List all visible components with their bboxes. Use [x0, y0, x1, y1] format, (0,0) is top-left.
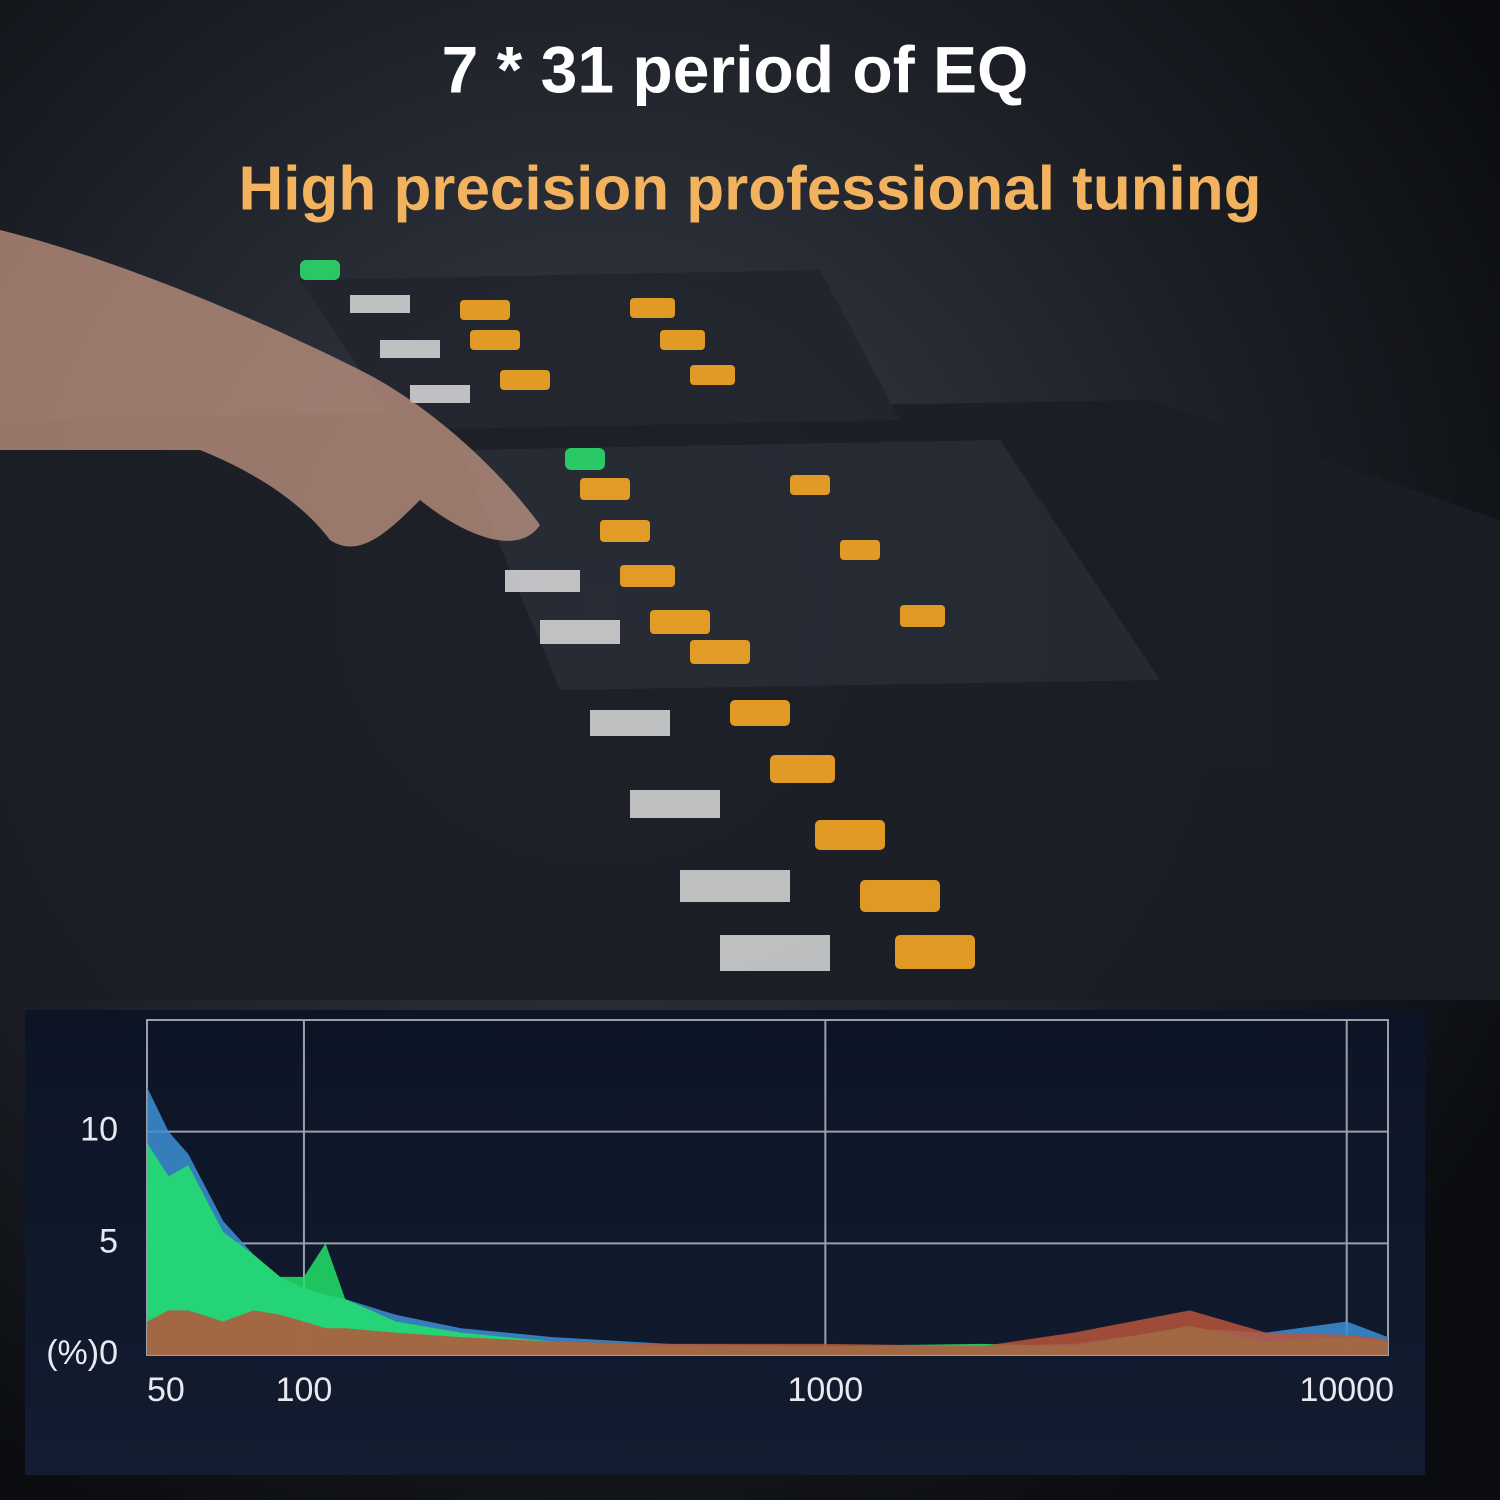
- area: [147, 1310, 1388, 1355]
- x-tick-label: 1000: [788, 1371, 864, 1409]
- y-tick-label: 5: [99, 1222, 118, 1260]
- x-tick-label: 50: [147, 1371, 185, 1409]
- y-tick-label: 10: [80, 1111, 118, 1149]
- y-tick-label: (%)0: [46, 1334, 118, 1372]
- plot-area: (%)0 5 10 50 100 1000 10000: [46, 1019, 1394, 1409]
- x-tick-label: 10000: [1299, 1371, 1394, 1409]
- chart-title: 7 * 31 period of EQ: [442, 32, 1029, 106]
- chart-subtitle: High precision professional tuning: [238, 154, 1261, 223]
- mixer-decoration: [0, 230, 1500, 1000]
- x-tick-label: 100: [276, 1371, 333, 1409]
